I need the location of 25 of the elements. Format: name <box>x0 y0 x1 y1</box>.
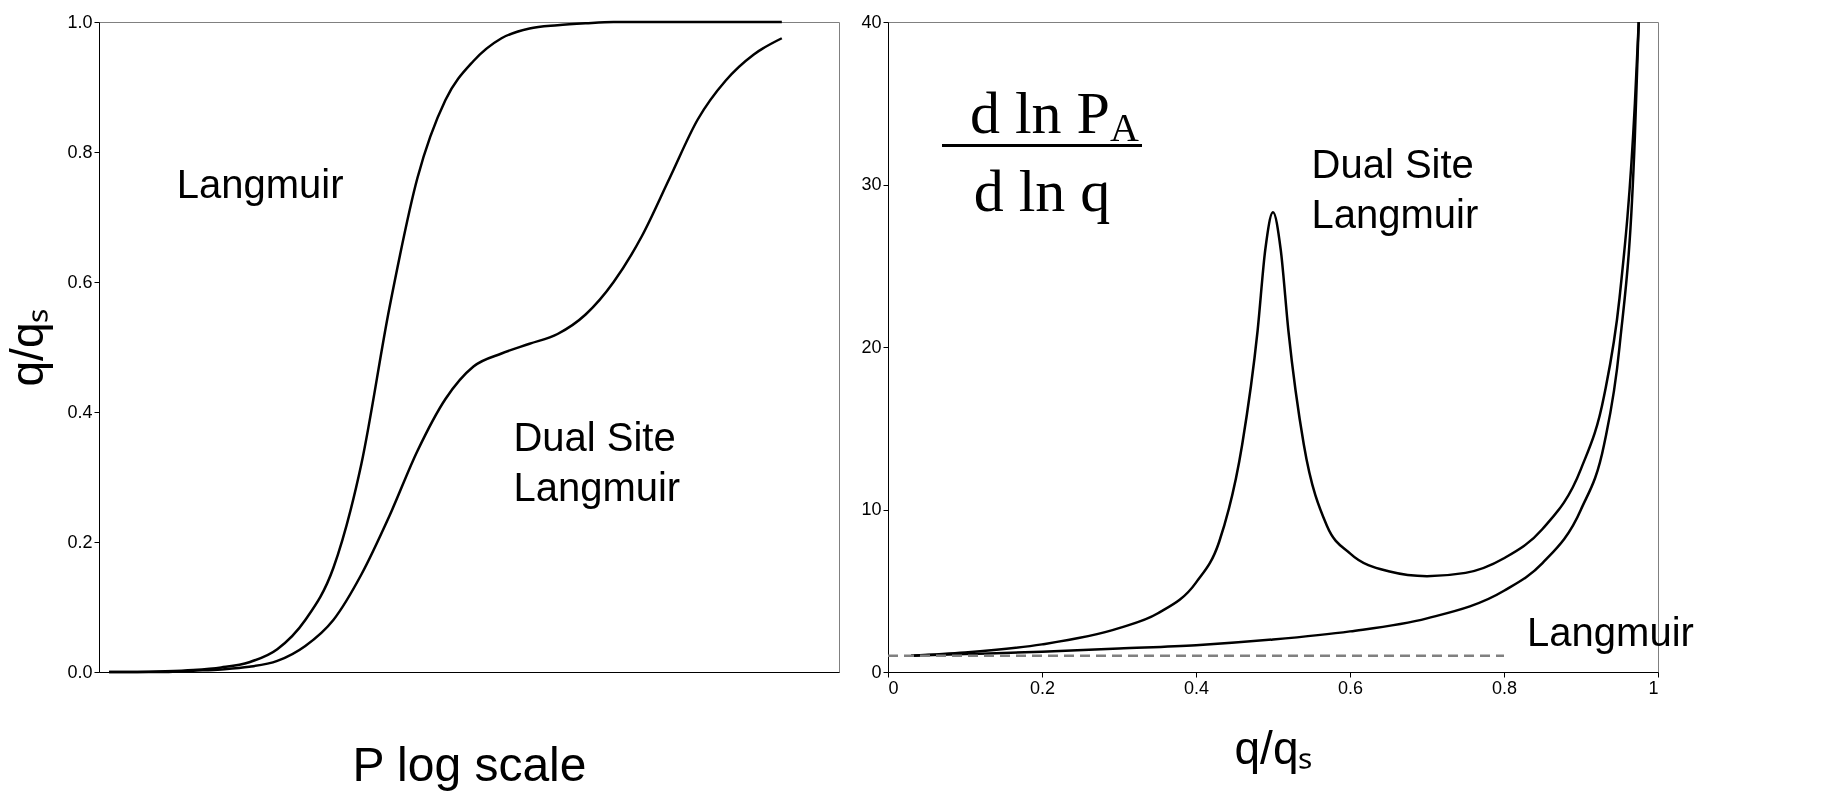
y-tick-label: 1.0 <box>67 11 93 32</box>
series-label: Langmuir <box>176 161 344 206</box>
y-axis-title: q/qₛ <box>1 308 54 387</box>
y-tick-label: 0.4 <box>67 401 93 422</box>
x-tick-label: 0.6 <box>1337 677 1364 698</box>
x-tick-label: 0 <box>888 677 899 698</box>
x-tick-label: 0.4 <box>1183 677 1210 698</box>
y-tick-label: 20 <box>861 336 882 357</box>
y-tick-label: 0.8 <box>67 141 93 162</box>
y-tick-label: 30 <box>861 174 882 194</box>
y-tick-label: 0.6 <box>67 271 93 292</box>
x-tick-label: 0.2 <box>1029 677 1056 698</box>
series-label: Dual Site Langmuir <box>1311 142 1479 236</box>
annotation: d ln q <box>973 157 1111 224</box>
series-label: Langmuir <box>1527 610 1694 654</box>
y-tick-label: 0.2 <box>67 531 93 552</box>
series-label: Dual Site Langmuir <box>513 415 681 509</box>
x-axis-title: q/qₛ <box>1234 721 1313 774</box>
y-tick-label: 0.0 <box>67 661 93 682</box>
y-tick-label: 0 <box>871 661 882 682</box>
x-tick-label: 1 <box>1648 677 1659 698</box>
y-tick-label: 10 <box>861 499 882 519</box>
y-tick-label: 40 <box>861 11 882 32</box>
x-axis-title: P log scale <box>352 737 587 791</box>
x-tick-label: 0.8 <box>1491 677 1518 698</box>
